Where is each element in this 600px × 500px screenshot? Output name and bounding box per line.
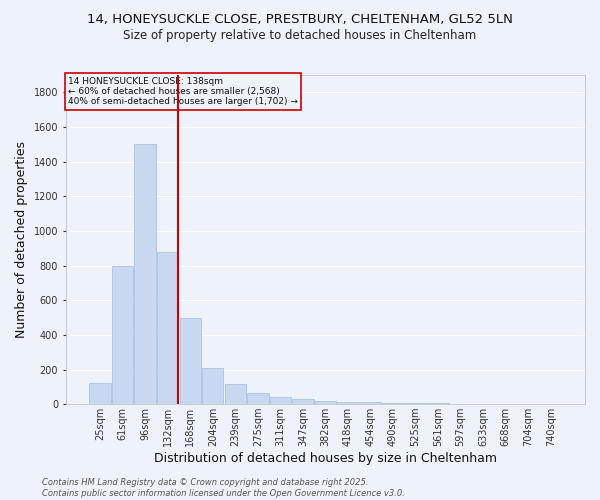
Bar xyxy=(360,402,381,404)
Bar xyxy=(179,318,201,404)
Bar xyxy=(382,403,404,404)
Bar xyxy=(292,400,314,404)
Bar xyxy=(337,402,359,404)
Bar xyxy=(202,368,223,404)
Bar xyxy=(112,266,133,404)
Bar xyxy=(89,384,111,404)
Text: 14, HONEYSUCKLE CLOSE, PRESTBURY, CHELTENHAM, GL52 5LN: 14, HONEYSUCKLE CLOSE, PRESTBURY, CHELTE… xyxy=(87,12,513,26)
Y-axis label: Number of detached properties: Number of detached properties xyxy=(15,141,28,338)
Bar xyxy=(224,384,246,404)
Bar xyxy=(247,393,269,404)
Bar xyxy=(269,397,291,404)
Text: Contains HM Land Registry data © Crown copyright and database right 2025.
Contai: Contains HM Land Registry data © Crown c… xyxy=(42,478,405,498)
Text: 14 HONEYSUCKLE CLOSE: 138sqm
← 60% of detached houses are smaller (2,568)
40% of: 14 HONEYSUCKLE CLOSE: 138sqm ← 60% of de… xyxy=(68,76,298,106)
Text: Size of property relative to detached houses in Cheltenham: Size of property relative to detached ho… xyxy=(124,29,476,42)
Bar xyxy=(157,252,178,404)
X-axis label: Distribution of detached houses by size in Cheltenham: Distribution of detached houses by size … xyxy=(154,452,497,465)
Bar xyxy=(134,144,156,404)
Bar xyxy=(315,400,336,404)
